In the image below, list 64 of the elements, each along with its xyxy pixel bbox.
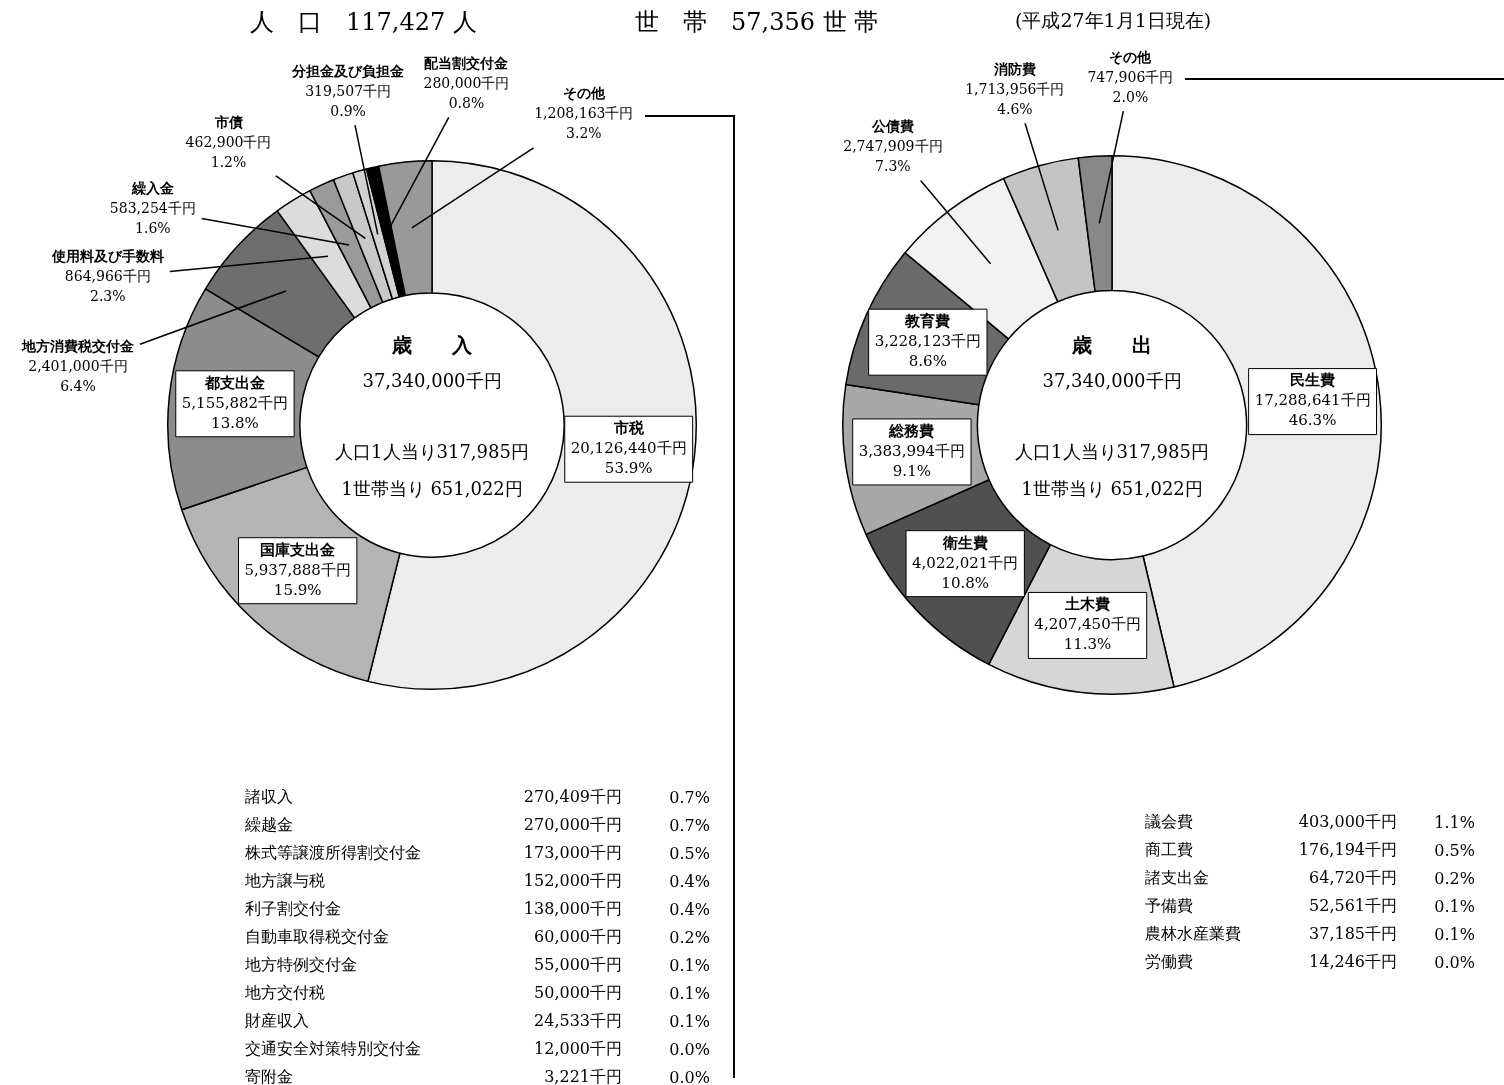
text: 予備費 52,561千円 0.1%	[1145, 895, 1475, 916]
text: 歳 出	[1071, 333, 1152, 358]
data-label: 20,126,440千円 53.9%	[570, 439, 687, 478]
slice-label: 総務費	[888, 421, 935, 440]
slice-label: 地方消費税交付金	[20, 337, 135, 354]
text: 人 口 117,427 人	[250, 7, 477, 38]
data-label: 5,937,888千円 15.9%	[244, 560, 351, 599]
text: 利子割交付金 138,000千円 0.4%	[245, 898, 710, 919]
text: 財産収入 24,533千円 0.1%	[245, 1010, 710, 1031]
text: 37,340,000千円	[1042, 369, 1182, 391]
data-label: 1,713,956千円 4.6%	[965, 80, 1065, 117]
slice-label: 衛生費	[941, 533, 988, 552]
text: 1世帯当り 651,022円	[341, 477, 523, 499]
slice-label: その他	[1109, 48, 1153, 65]
text: 人口1人当り317,985円	[335, 440, 529, 462]
text: 地方譲与税 152,000千円 0.4%	[245, 870, 710, 891]
text: 商工費 176,194千円 0.5%	[1145, 839, 1475, 860]
data-label: 3,228,123千円 8.6%	[874, 332, 981, 371]
text: 世 帯 57,356 世 帯	[635, 7, 879, 38]
text: 自動車取得税交付金 60,000千円 0.2%	[245, 926, 710, 947]
slice-label: 使用料及び手数料	[50, 248, 164, 265]
text: 人口1人当り317,985円	[1015, 440, 1209, 462]
data-label: 2,401,000千円 6.4%	[28, 357, 128, 394]
slice-label: 消防費	[992, 60, 1036, 77]
text: 諸支出金 64,720千円 0.2%	[1145, 867, 1475, 888]
text: 歳 入	[391, 333, 473, 358]
text: 寄附金 3,221千円 0.0%	[245, 1066, 710, 1085]
slice-label: 市税	[612, 419, 645, 438]
text: 地方特例交付金 55,000千円 0.1%	[245, 954, 710, 975]
data-label: 4,207,450千円 11.3%	[1034, 615, 1141, 654]
data-label: 2,747,909千円 7.3%	[843, 138, 943, 175]
data-label: 17,288,641千円 46.3%	[1254, 391, 1371, 430]
data-label: 4,022,021千円 10.8%	[912, 553, 1019, 592]
text: 1世帯当り 651,022円	[1021, 477, 1203, 499]
slice-label: 繰入金	[130, 180, 175, 197]
slice-label: 土木費	[1064, 595, 1111, 614]
text: (平成27年1月1日現在)	[1015, 8, 1212, 33]
data-label: 3,383,994千円 9.1%	[858, 441, 966, 480]
text: 繰越金 270,000千円 0.7%	[245, 814, 710, 835]
slice-label: 市債	[213, 113, 243, 130]
slice-label: 教育費	[904, 312, 951, 331]
data-label: 747,906千円 2.0%	[1087, 68, 1174, 105]
text: 農林水産業費 37,185千円 0.1%	[1145, 923, 1475, 944]
slice-label: 分担金及び負担金	[291, 62, 406, 79]
text: 労働費 14,246千円 0.0%	[1145, 951, 1475, 972]
text: 地方交付税 50,000千円 0.1%	[245, 982, 710, 1003]
data-label: 1,208,163千円 3.2%	[534, 105, 634, 142]
slice-label: 民生費	[1290, 371, 1336, 390]
data-label: 319,507千円 0.9%	[305, 82, 392, 119]
text: 諸収入 270,409千円 0.7%	[245, 786, 710, 807]
slice-label: 都支出金	[203, 373, 265, 392]
data-label: 864,966千円 2.3%	[64, 268, 151, 305]
text: 議会費 403,000千円 1.1%	[1145, 811, 1475, 832]
data-label: 5,155,882千円 13.8%	[181, 393, 289, 432]
slice-label: その他	[562, 85, 606, 102]
text: 交通安全対策特別交付金 12,000千円 0.0%	[245, 1038, 710, 1059]
data-label: 280,000千円 0.8%	[423, 74, 510, 111]
slice-label: 国庫支出金	[260, 540, 336, 559]
text: 株式等譲渡所得割交付金 173,000千円 0.5%	[245, 842, 710, 863]
slice-label: 公債費	[870, 118, 914, 135]
slice-label: 配当割交付金	[424, 54, 510, 71]
data-label: 583,254千円 1.6%	[109, 200, 196, 237]
data-label: 462,900千円 1.2%	[185, 133, 272, 170]
text: 37,340,000千円	[362, 369, 502, 391]
